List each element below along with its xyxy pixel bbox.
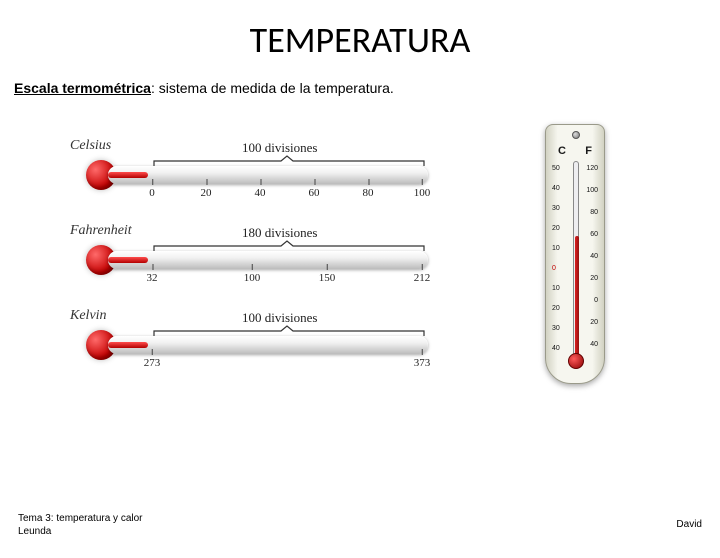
scale-name: Fahrenheit — [70, 223, 132, 239]
tick-label: 100 — [414, 187, 431, 199]
thermo-tick-label: 100 — [586, 187, 598, 194]
tick-label: 40 — [255, 187, 266, 199]
tick-label: 60 — [309, 187, 320, 199]
bracket-icon: 100 divisiones — [152, 324, 426, 338]
subtitle-rest: : sistema de medida de la temperatura. — [151, 80, 394, 96]
thermometer-stem — [108, 336, 428, 354]
thermo-tick-label: 40 — [590, 253, 598, 260]
tick-label: 32 — [147, 272, 158, 284]
footer-left: Tema 3: temperatura y calor Leunda — [18, 513, 143, 538]
footer-right: David — [676, 519, 702, 530]
scale-row-celsius: Celsius 100 divisiones 0 20 40 60 80 100 — [70, 124, 470, 209]
thermo-tick-label: 30 — [552, 325, 560, 332]
thermo-body: C F 5040302010010203040 1201008060402002… — [545, 124, 605, 384]
footer-left-line1: Tema 3: temperatura y calor — [18, 513, 143, 524]
thermo-tick-label: 0 — [552, 265, 556, 272]
thermo-tick-label: 40 — [590, 341, 598, 348]
divisions-label: 100 divisiones — [242, 140, 317, 156]
scale-name: Celsius — [70, 138, 111, 154]
thermo-fluid — [575, 236, 579, 356]
thermo-tick-label: 20 — [552, 305, 560, 312]
thermo-tick-label: 60 — [590, 231, 598, 238]
tick-label: 80 — [363, 187, 374, 199]
footer-left-line2: Leunda — [18, 526, 51, 537]
thermo-label-f: F — [585, 145, 592, 157]
divisions-label: 100 divisiones — [242, 310, 317, 326]
stem-fill — [108, 172, 148, 178]
thermo-tube — [573, 161, 579, 357]
thermo-tick-label: 120 — [586, 165, 598, 172]
thermo-tick-label: 30 — [552, 205, 560, 212]
tick-label: 150 — [319, 272, 336, 284]
scale-row-fahrenheit: Fahrenheit 180 divisiones 32 100 150 212 — [70, 209, 470, 294]
thermo-label-c: C — [558, 145, 566, 157]
thermo-bulb — [568, 353, 584, 369]
bracket-icon: 100 divisiones — [152, 154, 426, 168]
tick-label: 212 — [414, 272, 431, 284]
page-title: TEMPERATURA — [0, 18, 720, 62]
thermo-tick-label: 20 — [590, 319, 598, 326]
subtitle: Escala termométrica: sistema de medida d… — [14, 80, 720, 96]
screw-icon — [572, 131, 580, 139]
thermo-tick-label: 20 — [552, 225, 560, 232]
thermometer-stem — [108, 166, 428, 184]
scale-name: Kelvin — [70, 308, 107, 324]
tick-label: 20 — [201, 187, 212, 199]
tick-label: 0 — [149, 187, 155, 199]
tick-label: 273 — [144, 357, 161, 369]
thermo-tick-label: 40 — [552, 185, 560, 192]
stem-fill — [108, 257, 148, 263]
thermo-tick-label: 80 — [590, 209, 598, 216]
subtitle-term: Escala termométrica — [14, 80, 151, 96]
thermo-tick-label: 20 — [590, 275, 598, 282]
thermo-tick-label: 50 — [552, 165, 560, 172]
divisions-label: 180 divisiones — [242, 225, 317, 241]
bracket-icon: 180 divisiones — [152, 239, 426, 253]
scales-column: Celsius100 divisiones020406080100Fahrenh… — [70, 124, 470, 379]
thermo-tick-label: 40 — [552, 345, 560, 352]
stem-fill — [108, 342, 148, 348]
thermo-tick-label: 10 — [552, 285, 560, 292]
scale-row-kelvin: Kelvin 100 divisiones 273 373 — [70, 294, 470, 379]
tick-label: 100 — [244, 272, 261, 284]
tick-label: 373 — [414, 357, 431, 369]
thermometer-stem — [108, 251, 428, 269]
thermo-tick-label: 10 — [552, 245, 560, 252]
vertical-thermometer: C F 5040302010010203040 1201008060402002… — [545, 124, 605, 404]
thermo-tick-label: 0 — [594, 297, 598, 304]
